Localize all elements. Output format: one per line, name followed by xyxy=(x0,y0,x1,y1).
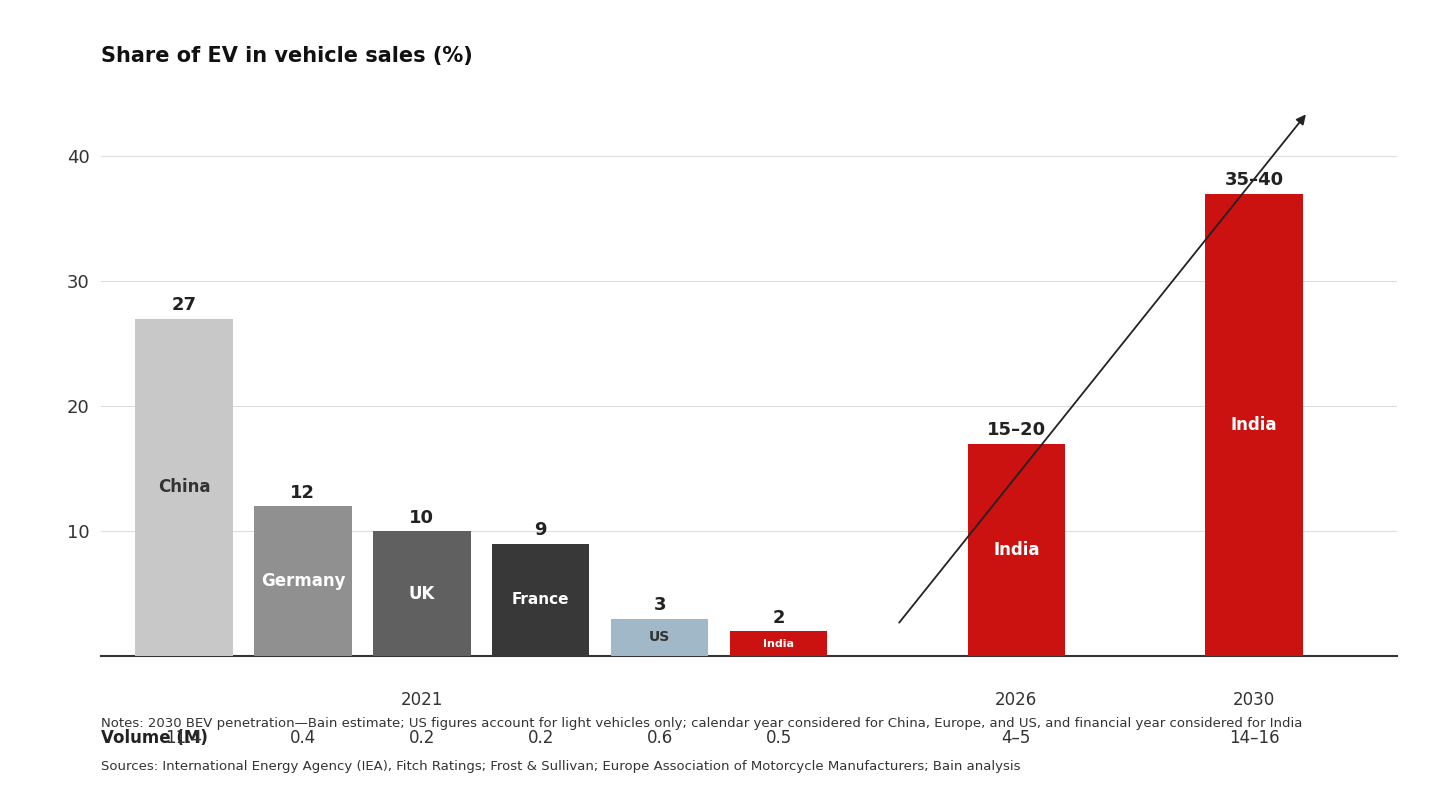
Text: 15–20: 15–20 xyxy=(986,421,1045,439)
Text: 0.5: 0.5 xyxy=(766,729,792,747)
Bar xyxy=(730,631,827,656)
Bar xyxy=(135,318,233,656)
Text: 2: 2 xyxy=(772,609,785,627)
Text: India: India xyxy=(763,638,793,649)
Text: Notes: 2030 BEV penetration—Bain estimate; US figures account for light vehicles: Notes: 2030 BEV penetration—Bain estimat… xyxy=(101,717,1302,730)
Text: India: India xyxy=(1231,416,1277,434)
Text: 14–16: 14–16 xyxy=(1228,729,1279,747)
Text: 10: 10 xyxy=(409,509,435,526)
Text: China: China xyxy=(158,479,210,497)
Bar xyxy=(492,544,589,656)
Text: 4–5: 4–5 xyxy=(1002,729,1031,747)
Text: 2026: 2026 xyxy=(995,691,1037,709)
Text: US: US xyxy=(649,630,670,644)
Bar xyxy=(611,619,708,656)
Text: Share of EV in vehicle sales (%): Share of EV in vehicle sales (%) xyxy=(101,45,472,66)
Text: 0.2: 0.2 xyxy=(527,729,554,747)
Text: 11.4: 11.4 xyxy=(166,729,203,747)
Text: 0.6: 0.6 xyxy=(647,729,672,747)
Text: 9: 9 xyxy=(534,521,547,539)
Text: France: France xyxy=(513,592,569,608)
Text: 12: 12 xyxy=(291,484,315,501)
Text: Sources: International Energy Agency (IEA), Fitch Ratings; Frost & Sullivan; Eur: Sources: International Energy Agency (IE… xyxy=(101,760,1021,773)
Text: Germany: Germany xyxy=(261,572,346,590)
Bar xyxy=(255,506,351,656)
Text: 0.4: 0.4 xyxy=(289,729,315,747)
Text: 2030: 2030 xyxy=(1233,691,1276,709)
Text: Volume (M): Volume (M) xyxy=(101,729,207,747)
Text: 2021: 2021 xyxy=(400,691,444,709)
Text: UK: UK xyxy=(409,585,435,603)
Text: 3: 3 xyxy=(654,596,665,614)
Text: 27: 27 xyxy=(171,296,196,314)
Bar xyxy=(968,444,1066,656)
Bar xyxy=(1205,194,1303,656)
Text: India: India xyxy=(994,541,1040,559)
Bar xyxy=(373,531,471,656)
Text: 35–40: 35–40 xyxy=(1224,171,1283,190)
Text: 0.2: 0.2 xyxy=(409,729,435,747)
